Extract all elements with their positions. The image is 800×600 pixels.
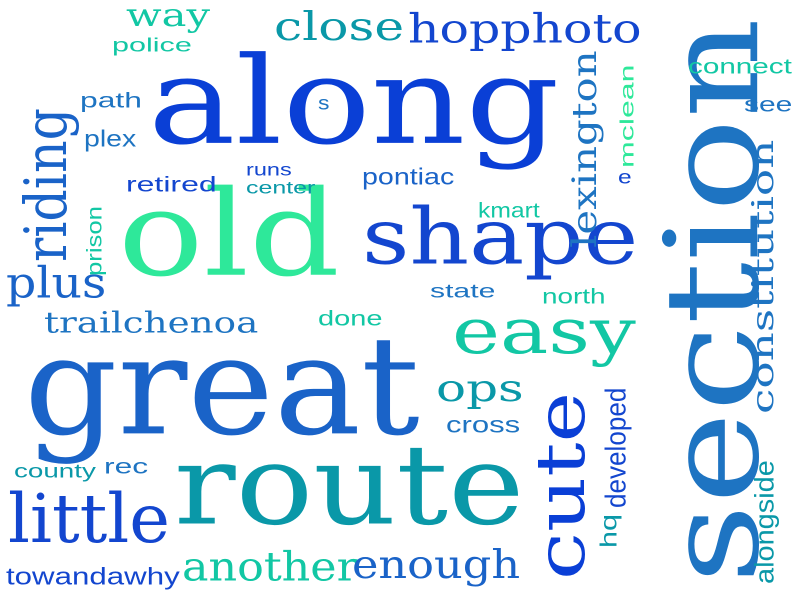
word-close: close — [274, 4, 405, 50]
word-retired: retired — [126, 172, 217, 196]
word-hopphoto: hopphoto — [408, 4, 642, 53]
word-another: another — [182, 542, 358, 590]
word-constitution: constitution — [745, 139, 780, 414]
word-along: along — [148, 31, 560, 172]
word-path: path — [80, 88, 142, 112]
word-route: route — [174, 420, 525, 550]
word-ops: ops — [436, 366, 524, 410]
word-alongside: alongside — [750, 460, 780, 584]
word-cross: cross — [446, 412, 521, 438]
word-lexington: lexington — [564, 50, 604, 248]
word-mclean: mclean — [617, 64, 638, 168]
word-pontiac: pontiac — [362, 164, 455, 190]
word-kmart: kmart — [478, 198, 540, 222]
word-county: county — [14, 461, 96, 482]
word-old: old — [118, 164, 340, 303]
word-towandawhy: towandawhy — [6, 562, 180, 590]
word-developed: developed — [599, 387, 632, 508]
word-see: see — [744, 92, 793, 116]
word-enough: enough — [352, 542, 521, 588]
word-connect: connect — [688, 54, 792, 78]
word-north: north — [542, 284, 606, 308]
word-done: done — [318, 306, 383, 330]
word-e: e — [618, 167, 632, 188]
word-hq: hq — [596, 513, 622, 548]
word-easy: easy — [452, 294, 636, 368]
word-plus: plus — [6, 258, 107, 308]
word-prison: prison — [82, 206, 106, 276]
word-trailchenoa: trailchenoa — [44, 307, 259, 340]
word-way: way — [126, 0, 210, 35]
word-center: center — [246, 178, 316, 198]
word-shape: shape — [362, 190, 639, 282]
word-cute: cute — [521, 391, 600, 580]
word-rec: rec — [104, 454, 149, 478]
word-little: little — [8, 479, 171, 558]
word-riding: riding — [13, 107, 81, 262]
word-plex: plex — [84, 126, 137, 152]
word-state: state — [430, 281, 496, 302]
word-great: great — [24, 306, 420, 466]
word-runs: runs — [246, 160, 292, 180]
word-s: s — [318, 93, 330, 114]
word-police: police — [112, 35, 192, 56]
